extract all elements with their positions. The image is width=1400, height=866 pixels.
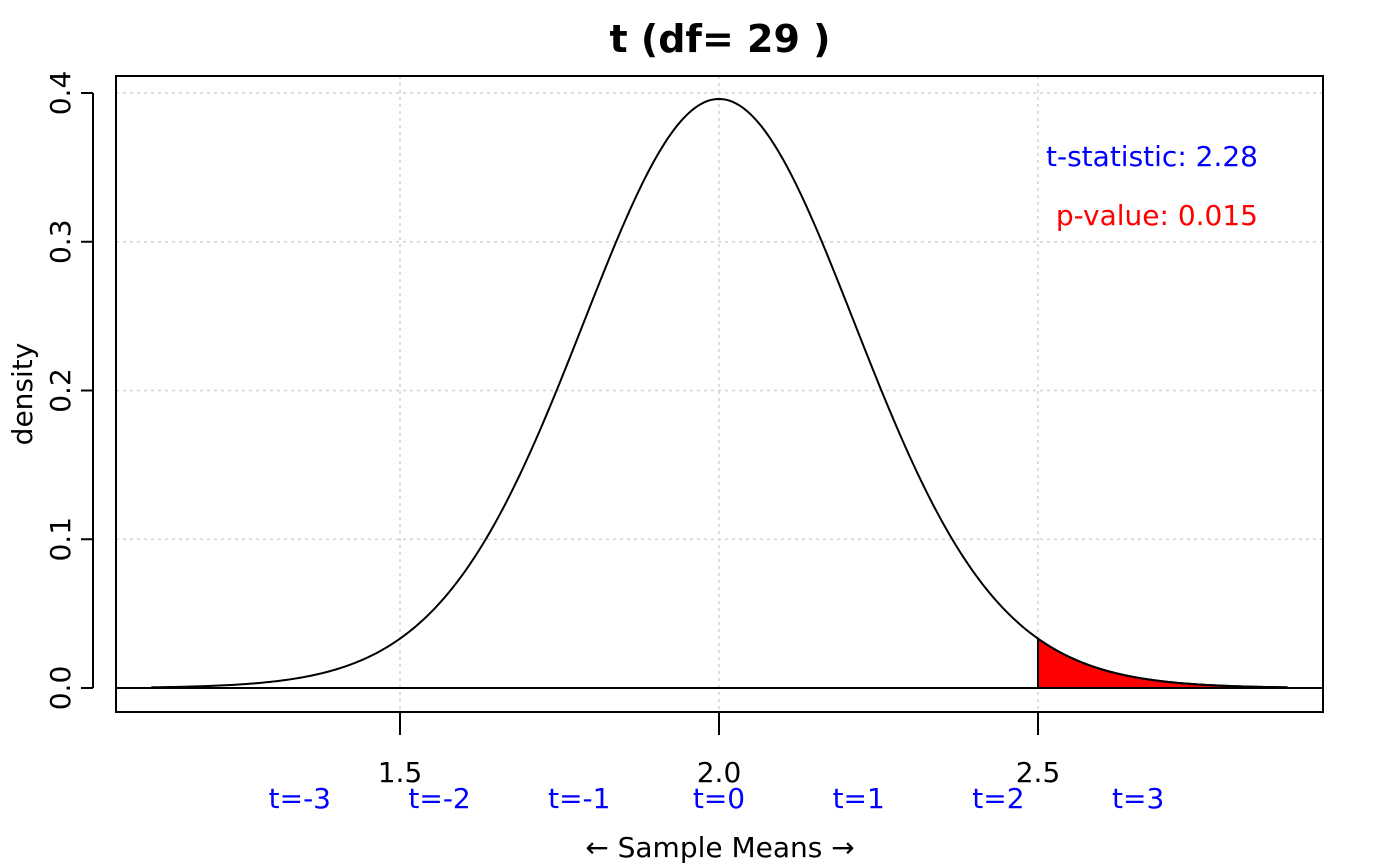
x-tick-label-2: 2.5 — [1016, 756, 1061, 789]
t-statistic-annotation: t-statistic: 2.28 — [1046, 140, 1258, 173]
x-axis-label: ← Sample Means → — [585, 831, 855, 864]
x-tick-label-0: 1.5 — [378, 756, 423, 789]
t-label-4: t=1 — [833, 782, 885, 815]
t-label-5: t=2 — [972, 782, 1024, 815]
x-tick-label-1: 2.0 — [697, 756, 742, 789]
y-tick-label-4: 0.4 — [44, 71, 77, 116]
t-label-0: t=-3 — [269, 782, 331, 815]
y-axis: 0.0 0.1 0.2 0.3 0.4 — [44, 71, 94, 711]
chart-title: t (df= 29 ) — [609, 17, 830, 61]
t-label-2: t=-1 — [548, 782, 610, 815]
y-axis-label: density — [6, 343, 39, 446]
x-axis: 1.5 2.0 2.5 — [378, 711, 1061, 789]
y-tick-label-1: 0.1 — [44, 517, 77, 562]
t-value-labels: t=-3 t=-2 t=-1 t=0 t=1 t=2 t=3 — [269, 782, 1165, 815]
p-value-annotation: p-value: 0.015 — [1056, 199, 1258, 232]
t-label-6: t=3 — [1112, 782, 1164, 815]
y-tick-label-3: 0.3 — [44, 219, 77, 264]
y-tick-label-0: 0.0 — [44, 666, 77, 711]
y-tick-label-2: 0.2 — [44, 368, 77, 413]
t-label-3: t=0 — [693, 782, 745, 815]
density-curve — [151, 97, 1287, 689]
t-label-1: t=-2 — [408, 782, 470, 815]
